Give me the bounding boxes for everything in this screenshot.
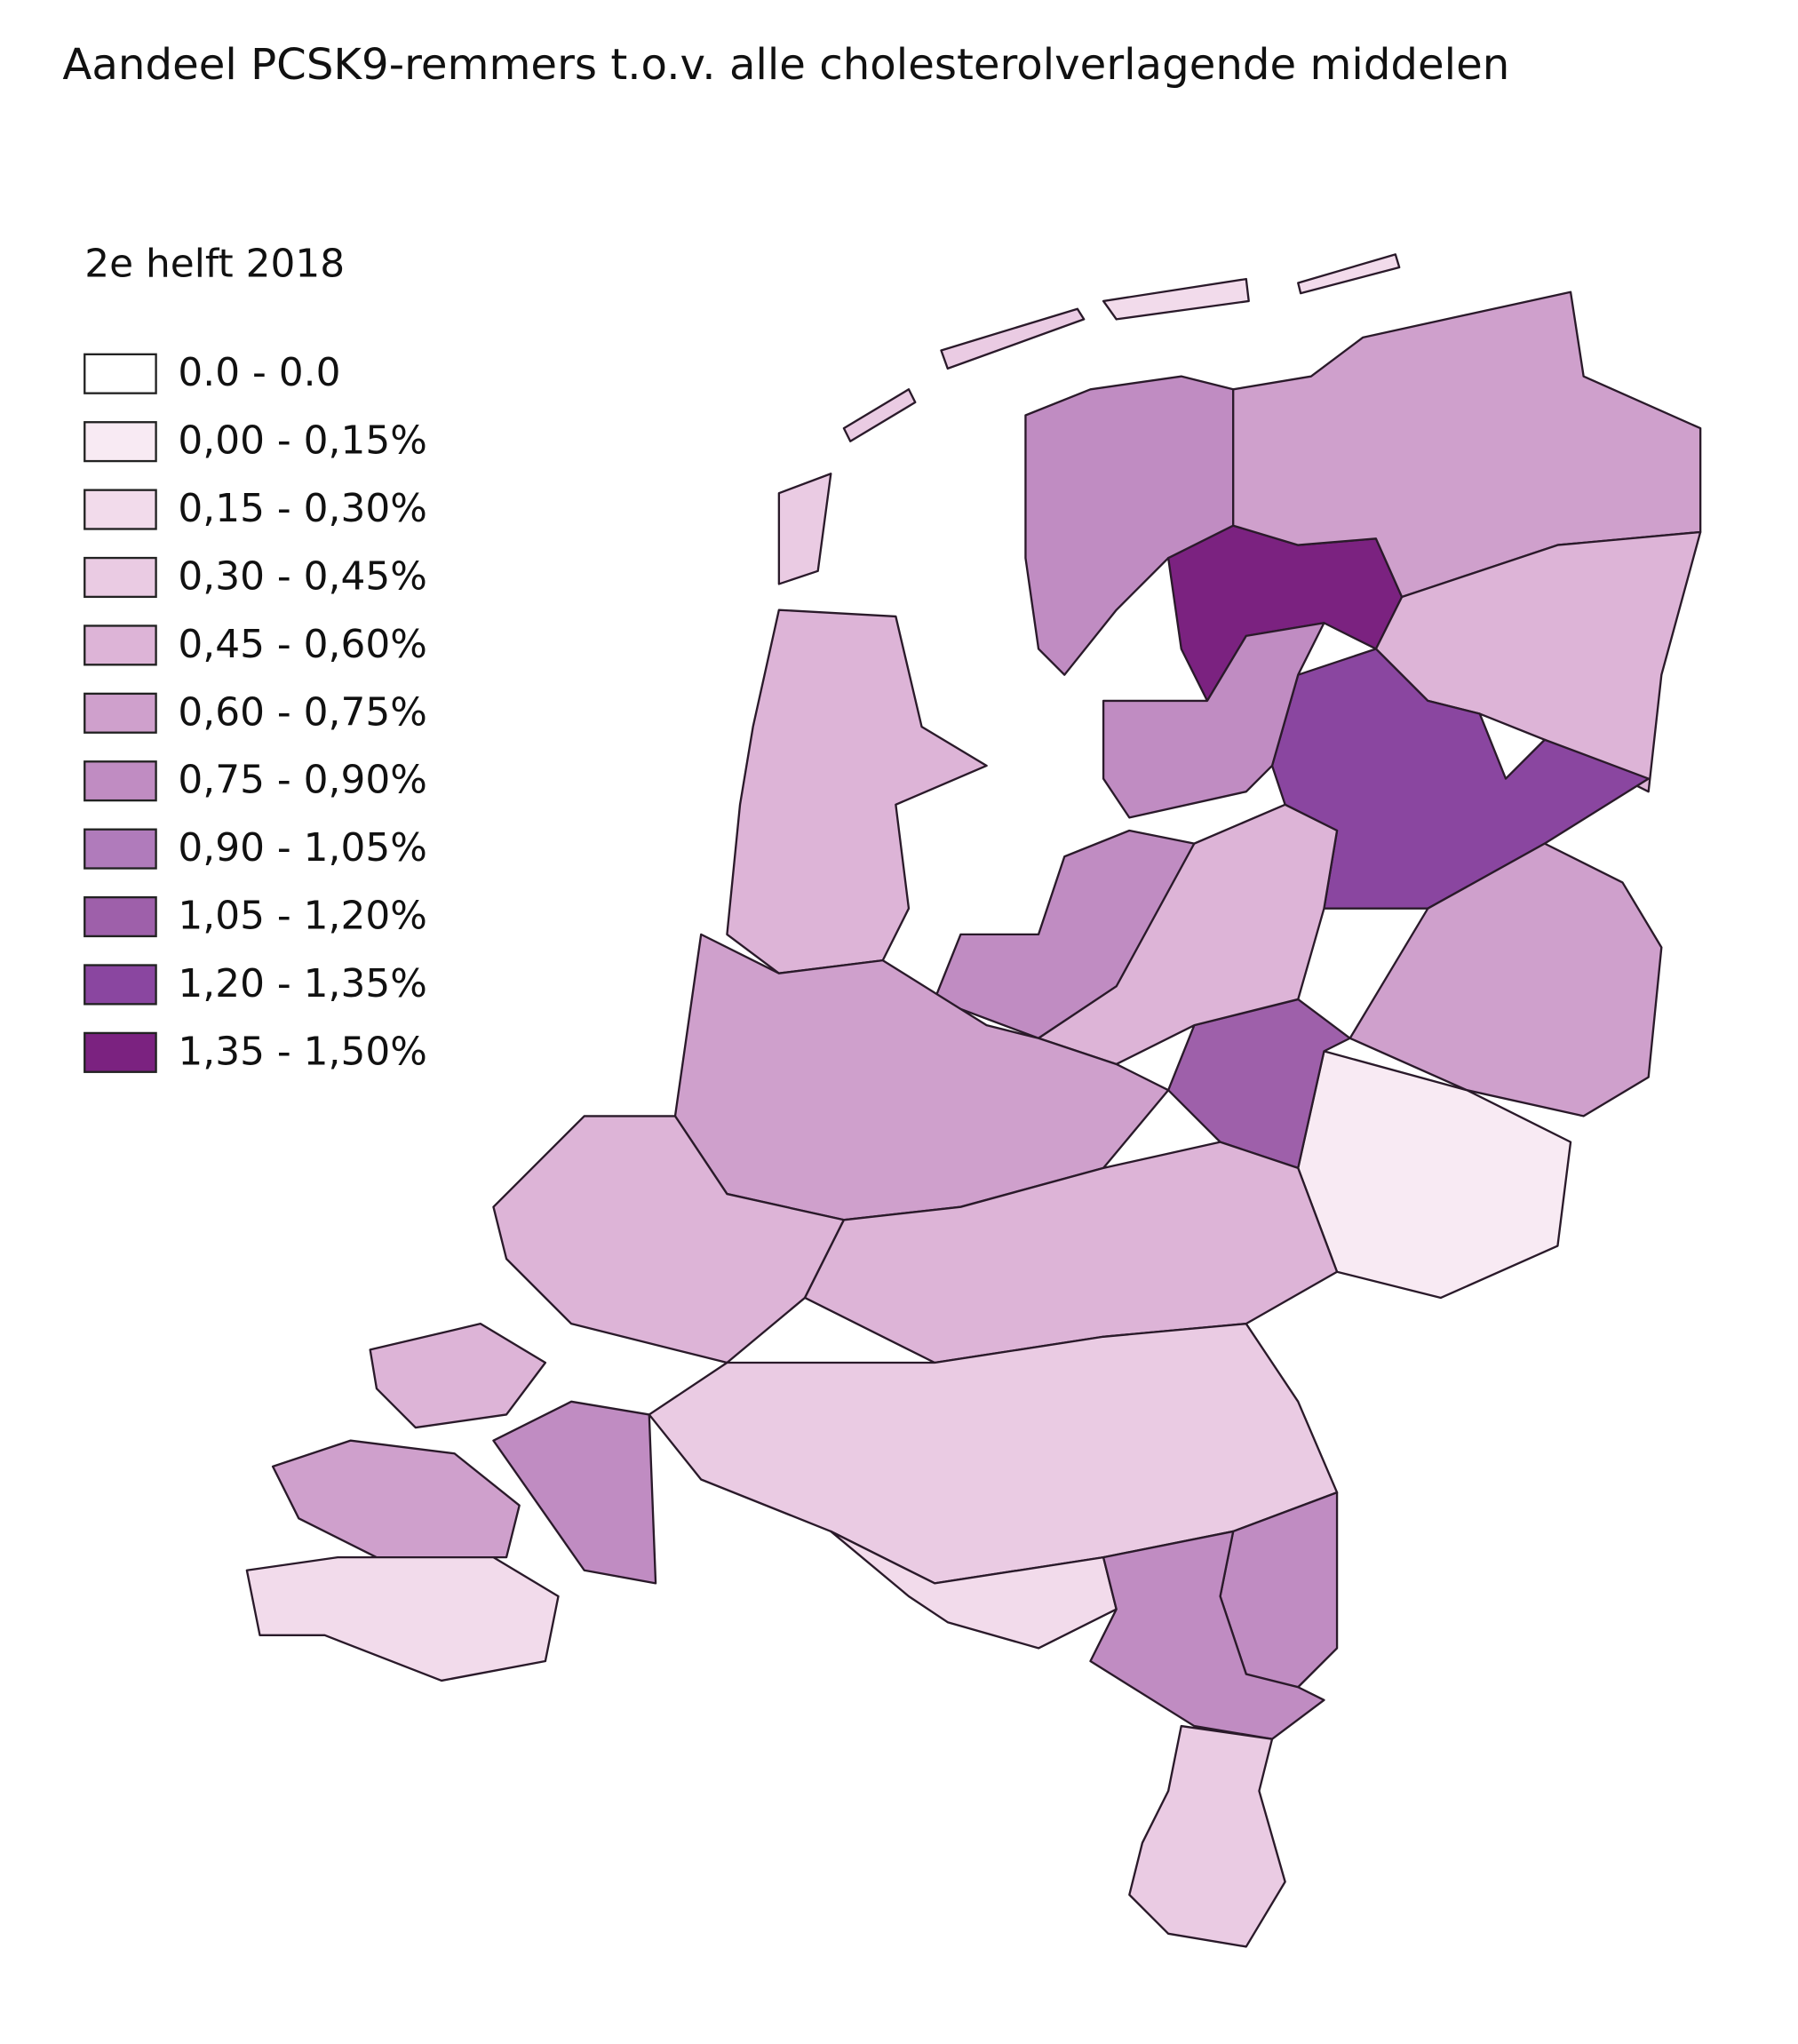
region: [726, 608, 988, 974]
region: [803, 1141, 1339, 1364]
legend-swatch: [84, 624, 157, 666]
legend-title: 2e helft 2018: [84, 241, 345, 286]
region: [271, 1439, 521, 1559]
region: [1102, 277, 1250, 321]
legend-label: 1,20 - 1,35%: [178, 961, 426, 1006]
legend-swatch: [84, 895, 157, 938]
region: [1166, 998, 1351, 1170]
region: [1297, 253, 1401, 295]
legend: 0.0 - 0.0 0,00 - 0,15% 0,15 - 0,30% 0,30 - …: [84, 350, 427, 1074]
legend-label: 1,35 - 1,50%: [178, 1029, 426, 1074]
legend-label: 0,90 - 1,05%: [178, 825, 426, 871]
region: [830, 1530, 1118, 1650]
legend-swatch: [84, 489, 157, 530]
legend-swatch: [84, 692, 157, 734]
legend-swatch: [84, 556, 157, 599]
region: [492, 1400, 657, 1585]
legend-label: 0.0 - 0.0: [178, 350, 340, 395]
region: [842, 388, 917, 442]
legend-label: 0,45 - 0,60%: [178, 622, 426, 667]
map-regions: [245, 253, 1702, 1948]
legend-swatch: [84, 760, 157, 802]
legend-label: 0,30 - 0,45%: [178, 553, 426, 599]
legend-label: 0,15 - 0,30%: [178, 486, 426, 531]
legend-swatch: [84, 421, 157, 463]
legend-swatch: [84, 353, 157, 394]
map-title: Aandeel PCSK9-remmers t.o.v. alle choles…: [62, 40, 1509, 90]
legend-label: 1,05 - 1,20%: [178, 893, 426, 938]
legend-label: 0,75 - 0,90%: [178, 758, 426, 803]
region: [1348, 842, 1663, 1117]
region: [1128, 1724, 1286, 1948]
region: [777, 473, 832, 585]
legend-swatch: [84, 828, 157, 870]
legend-swatch: [84, 964, 157, 1006]
region: [1037, 803, 1339, 1066]
legend-label: 0,60 - 0,75%: [178, 689, 426, 735]
region: [1102, 622, 1325, 819]
region: [940, 307, 1086, 370]
legend-label: 0,00 - 0,15%: [178, 418, 426, 464]
region: [245, 1555, 560, 1682]
region: [369, 1323, 547, 1429]
legend-swatch: [84, 1031, 157, 1073]
region: [1089, 1530, 1325, 1740]
